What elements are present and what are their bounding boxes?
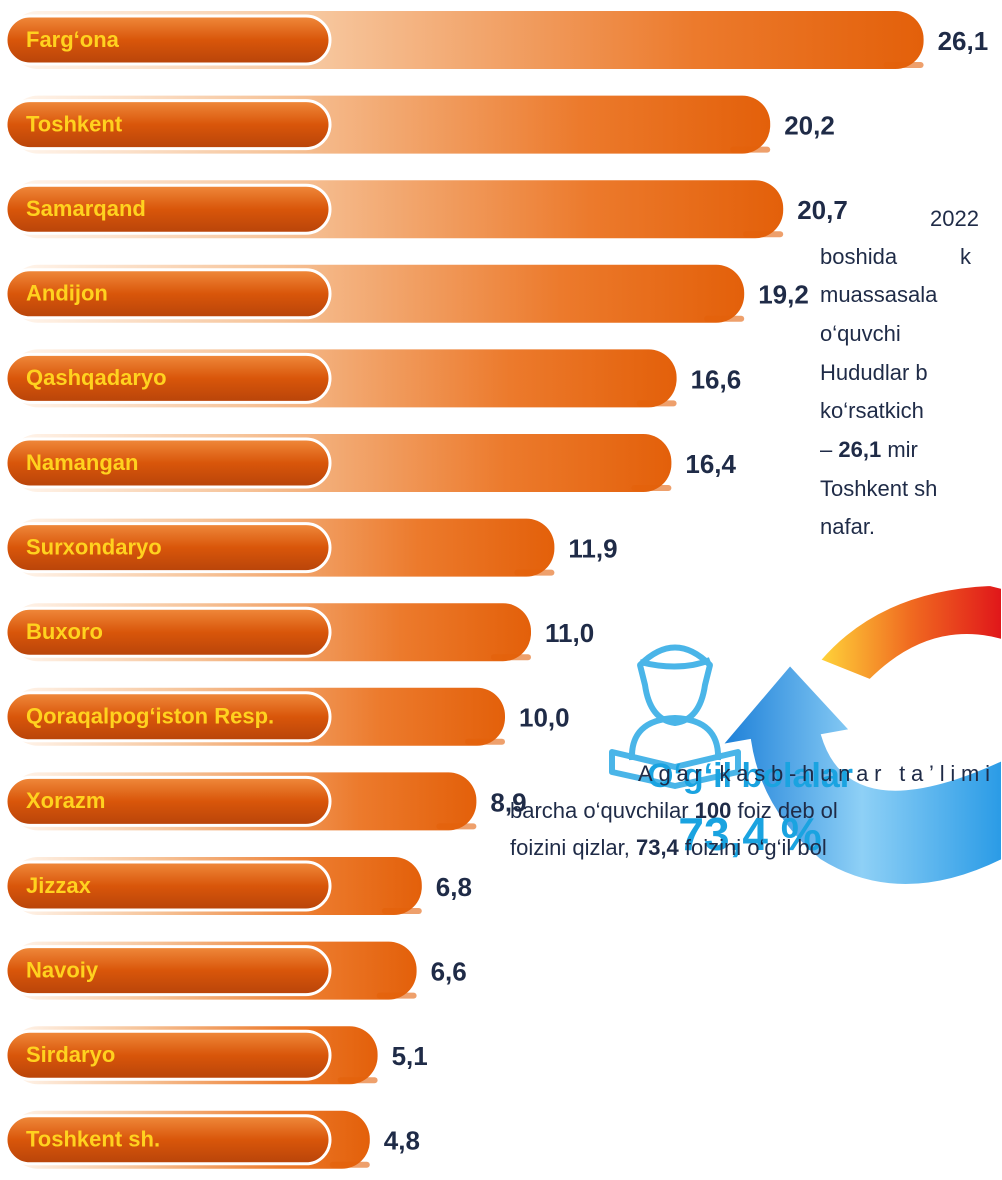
value-label: 4,8	[384, 1126, 420, 1156]
text-line: foizini qizlar, 73,4 foizini o‘g‘il bol	[510, 835, 827, 860]
category-label: Xorazm	[26, 788, 105, 813]
value-label: 19,2	[758, 280, 809, 310]
bar-rim	[337, 1077, 378, 1084]
arrow-blue	[719, 663, 1002, 886]
category-label: Toshkent	[26, 111, 123, 136]
category-label: Toshkent sh.	[26, 1127, 160, 1152]
category-label: Andijon	[26, 281, 108, 306]
text-part: mir	[887, 437, 918, 462]
category-label: Namangan	[26, 450, 138, 475]
text-part: foizini o‘g‘il bol	[685, 835, 827, 860]
text-line: Agar kasb-hunar ta’limi	[638, 761, 990, 786]
category-pill	[4, 860, 332, 912]
text-part: foiz deb ol	[738, 798, 838, 823]
value-label: 20,2	[784, 110, 835, 140]
bar-rim	[376, 992, 417, 999]
value-label: 10,0	[519, 703, 570, 733]
text-line: boshida	[820, 244, 898, 269]
category-label: Navoiy	[26, 957, 99, 982]
student-icon	[609, 644, 741, 789]
category-label: Samarqand	[26, 196, 146, 221]
text-part: 26,1	[838, 437, 881, 462]
category-label: Qoraqalpog‘iston Resp.	[26, 704, 274, 729]
arrow-red	[818, 583, 1002, 682]
category-pill	[4, 1029, 332, 1081]
text-line: barcha o‘quvchilar 100 foiz deb ol	[510, 798, 838, 823]
category-pill	[4, 945, 332, 997]
text-part: foizini qizlar,	[510, 835, 630, 860]
value-label: 11,0	[545, 618, 594, 648]
bar-rim	[491, 654, 531, 661]
bar-chart: Farg‘ona 26,1 Toshkent 20,2 Samarqand 20,7 And…	[4, 11, 989, 1169]
bar-rim	[436, 823, 477, 830]
bar-rim	[883, 62, 924, 68]
category-pill	[4, 437, 332, 489]
value-label: 16,4	[685, 449, 736, 479]
bar-rim	[636, 400, 677, 407]
value-label: 16,6	[691, 364, 742, 394]
text-part: 100	[695, 798, 732, 823]
category-pill	[4, 606, 332, 658]
side-text: 2022 boshida k muassasala o‘quvchi Hudud…	[820, 206, 979, 539]
bar-rim	[631, 485, 672, 491]
category-pill	[4, 522, 332, 574]
category-label: Surxondaryo	[26, 534, 162, 559]
value-label: 20,7	[797, 195, 848, 225]
category-pill	[4, 775, 332, 827]
category-pill	[4, 1114, 332, 1166]
text-line: o‘quvchi	[820, 321, 901, 346]
highlight-value: 73,4 %	[678, 808, 821, 860]
text-line: k	[960, 244, 972, 269]
bar-rim	[514, 569, 555, 576]
bar-rim	[381, 908, 422, 914]
category-pill	[4, 14, 332, 66]
value-label: 6,8	[436, 872, 472, 902]
value-label: 26,1	[938, 26, 989, 56]
bar-rim	[730, 146, 771, 153]
bottom-text: Agar kasb-hunar ta’limi barcha o‘quvchil…	[510, 761, 990, 860]
category-pill	[4, 268, 332, 320]
text-line: Hududlar b	[820, 360, 928, 385]
text-part: –	[820, 437, 833, 462]
category-pill	[4, 183, 332, 235]
value-label: 8,9	[490, 787, 526, 817]
category-pill	[4, 352, 332, 404]
category-pill	[4, 691, 332, 743]
text-line: nafar.	[820, 514, 875, 539]
category-label: Buxoro	[26, 619, 103, 644]
category-pill	[4, 99, 332, 151]
category-label: Jizzax	[26, 873, 92, 898]
text-line: 2022	[930, 206, 979, 231]
text-part: 73,4	[636, 835, 680, 860]
text-line: Toshkent sh	[820, 476, 937, 501]
bar-rim	[704, 315, 745, 322]
category-label: Farg‘ona	[26, 27, 120, 52]
bar-rim	[743, 231, 784, 238]
value-label: 11,9	[568, 533, 617, 563]
category-label: Sirdaryo	[26, 1042, 115, 1067]
category-label: Qashqadaryo	[26, 365, 167, 390]
value-label: 6,6	[431, 956, 467, 986]
text-line: muassasala	[820, 282, 938, 307]
text-line: ko‘rsatkich	[820, 398, 924, 423]
text-line: – 26,1 mir	[820, 437, 918, 462]
text-part: barcha o‘quvchilar	[510, 798, 689, 823]
bar-rim	[465, 738, 505, 745]
bar-rim	[329, 1161, 370, 1168]
highlight-label: O‘g‘il bolalar	[647, 757, 853, 795]
value-label: 5,1	[392, 1041, 428, 1071]
